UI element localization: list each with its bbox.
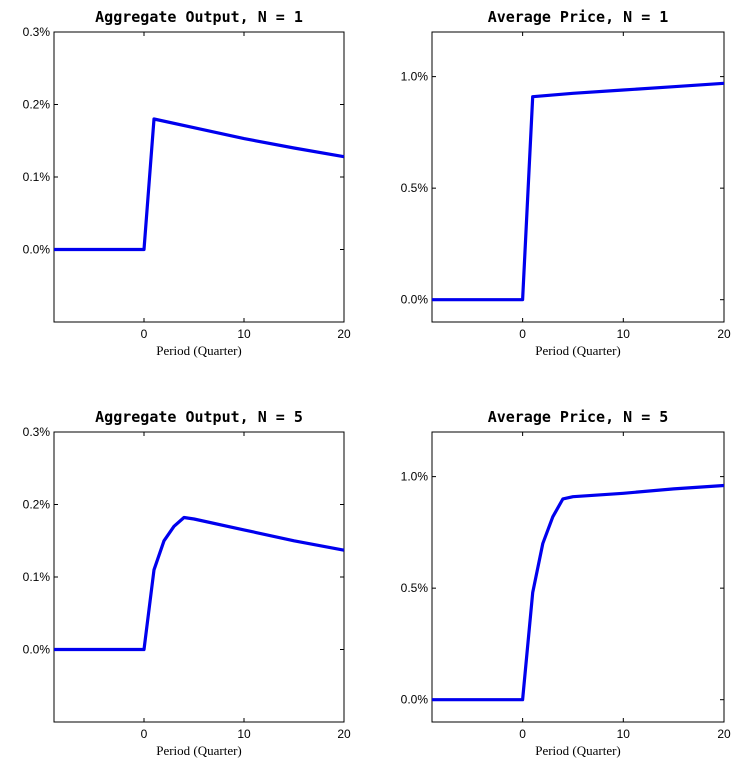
x-tick-label: 0	[519, 727, 526, 741]
x-axis-label: Period (Quarter)	[535, 743, 621, 758]
x-tick-label: 20	[337, 327, 351, 341]
y-tick-label: 1.0%	[401, 70, 429, 84]
x-tick-label: 20	[337, 727, 351, 741]
y-tick-label: 0.2%	[23, 498, 51, 512]
y-tick-label: 0.2%	[23, 98, 51, 112]
chart-title: Average Price, N = 1	[488, 8, 669, 26]
x-tick-label: 20	[717, 727, 731, 741]
y-tick-label: 0.5%	[401, 181, 429, 195]
x-tick-label: 10	[617, 327, 631, 341]
series-line-1	[432, 483, 725, 702]
x-tick-label: 10	[237, 327, 251, 341]
x-tick-label: 10	[617, 727, 631, 741]
y-tick-label: 0.0%	[401, 293, 429, 307]
chart-title: Aggregate Output, N = 5	[95, 408, 303, 426]
y-tick-label: 0.0%	[23, 243, 51, 257]
series-line-1	[54, 515, 345, 652]
y-tick-label: 0.0%	[23, 643, 51, 657]
series-line-1	[54, 117, 345, 252]
axes-box	[431, 431, 725, 723]
y-tick-label: 1.0%	[401, 470, 429, 484]
x-tick-label: 0	[141, 327, 148, 341]
axes-box	[53, 431, 345, 723]
x-tick-label: 0	[519, 327, 526, 341]
axes-box	[53, 31, 345, 323]
chart-panel-3: Aggregate Output, N = 5 0 10 20 0.0% 0.1% 0.2%…	[23, 408, 351, 758]
y-tick-label: 0.1%	[23, 570, 51, 584]
axes-box	[431, 31, 725, 323]
chart-panel-4: Average Price, N = 5 0 10 20 0.0% 0.5% 1.0% Per…	[401, 408, 731, 758]
series-line-1	[432, 81, 725, 302]
y-tick-label: 0.1%	[23, 170, 51, 184]
chart-panel-2: Average Price, N = 1 0 10 20 0.0% 0.5% 1.0%	[401, 8, 731, 341]
chart-title: Average Price, N = 5	[488, 408, 669, 426]
y-tick-label: 0.5%	[401, 581, 429, 595]
x-axis-label: Period (Quarter)	[156, 343, 242, 358]
x-tick-label: 0	[141, 727, 148, 741]
y-tick-label: 0.3%	[23, 425, 51, 439]
x-axis-label: Period (Quarter)	[156, 743, 242, 758]
y-tick-label: 0.0%	[401, 693, 429, 707]
x-axis-label: Period (Quarter)	[535, 343, 621, 358]
x-tick-label: 10	[237, 727, 251, 741]
x-tick-label: 20	[717, 327, 731, 341]
chart-title: Aggregate Output, N = 1	[95, 8, 303, 26]
chart-panel-1: Aggregate Output, N = 1 0 10 20 0.0% 0.1% 0.2%…	[23, 8, 351, 341]
y-tick-label: 0.3%	[23, 25, 51, 39]
